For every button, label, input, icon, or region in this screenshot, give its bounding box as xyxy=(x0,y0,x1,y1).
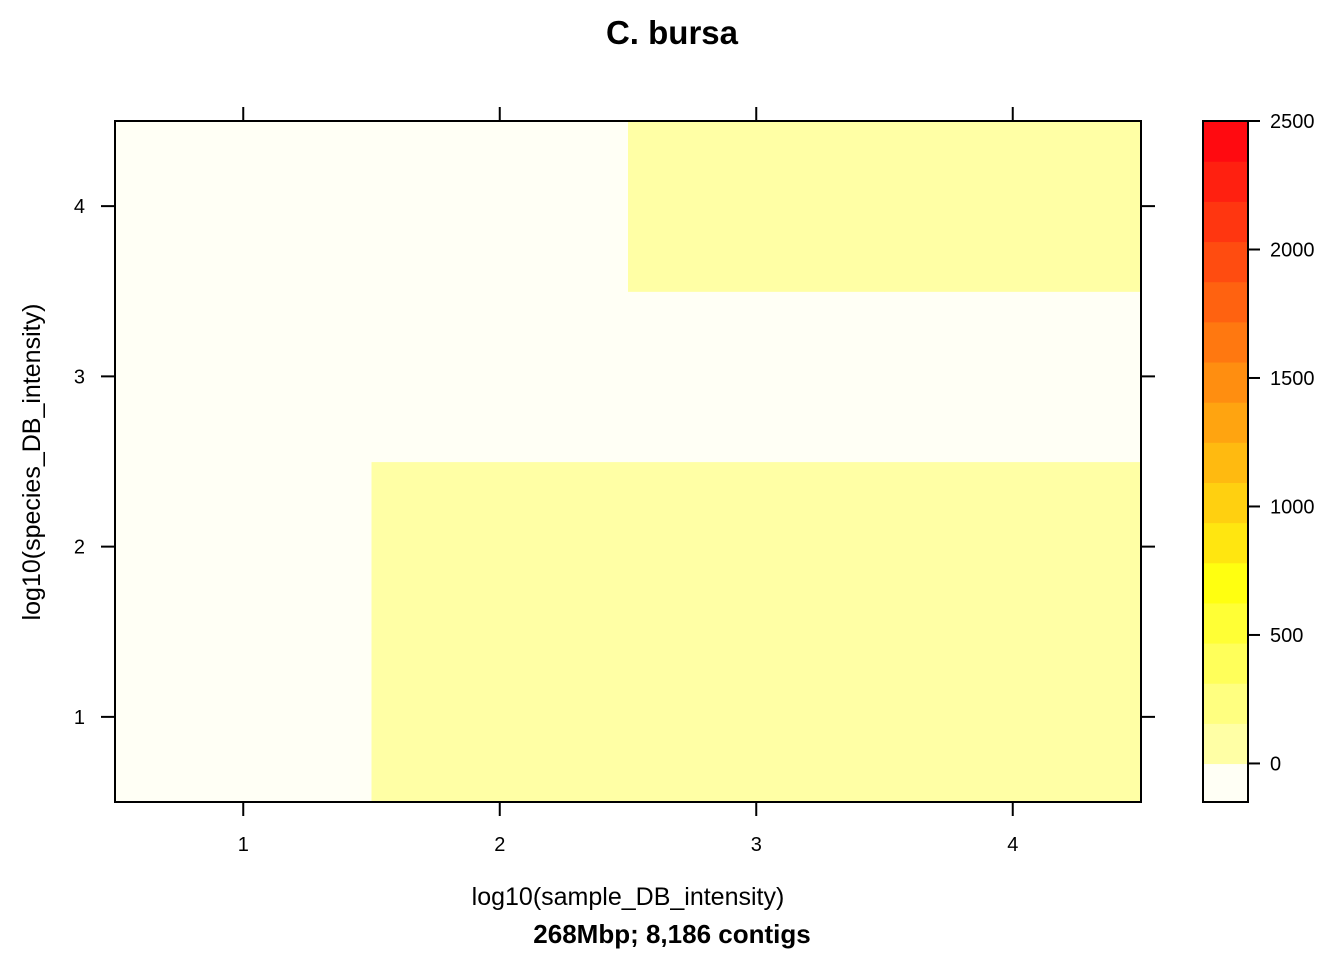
x-axis-label: log10(sample_DB_intensity) xyxy=(472,883,785,911)
chart-subtitle: 268Mbp; 8,186 contigs xyxy=(533,919,810,949)
heatmap-cell xyxy=(371,291,629,463)
y-tick-label: 2 xyxy=(74,537,85,559)
colorbar-segment xyxy=(1203,683,1248,724)
colorbar-tick-label: 2000 xyxy=(1270,239,1315,261)
heatmap-cell xyxy=(115,291,373,463)
heatmap-cell xyxy=(884,631,1142,803)
colorbar-segment xyxy=(1203,482,1248,524)
colorbar-segment xyxy=(1203,281,1248,323)
x-tick-label: 2 xyxy=(494,834,505,856)
heatmap-cell xyxy=(884,121,1142,292)
colorbar-segment xyxy=(1203,321,1248,363)
colorbar-tick-label: 2500 xyxy=(1270,111,1315,133)
y-tick-label: 4 xyxy=(74,196,85,218)
heatmap-cell xyxy=(884,291,1142,463)
colorbar-segment xyxy=(1203,402,1248,443)
colorbar-frame xyxy=(1202,120,1249,803)
colorbar-tick-label: 0 xyxy=(1270,753,1281,775)
colorbar-segment xyxy=(1203,723,1248,765)
heatmap-cell xyxy=(628,291,886,463)
heatmap-cell xyxy=(371,121,629,292)
colorbar-tick-label: 1500 xyxy=(1270,368,1315,390)
heatmap-cell xyxy=(115,461,373,633)
chart-title: C. bursa xyxy=(606,14,739,51)
heatmap-cell xyxy=(628,461,886,633)
colorbar-segment xyxy=(1203,241,1248,283)
colorbar-segment xyxy=(1203,121,1248,162)
heatmap-cell xyxy=(371,461,629,633)
x-tick-label: 4 xyxy=(1007,834,1018,856)
y-axis-label: log10(species_DB_intensity) xyxy=(18,304,46,621)
colorbar-segment xyxy=(1203,763,1248,803)
colorbar-segment xyxy=(1203,161,1248,202)
plot-frame xyxy=(114,120,1142,803)
colorbar-segment xyxy=(1203,361,1248,403)
heatmap-cell xyxy=(115,631,373,803)
heatmap-cell xyxy=(371,631,629,803)
heatmap-cell xyxy=(628,631,886,803)
heatmap-cell xyxy=(628,121,886,292)
axis-ticks: 1 2 3 4 1 2 3 4 xyxy=(74,107,1155,856)
colorbar-segment xyxy=(1203,642,1248,684)
colorbar-segment xyxy=(1203,442,1248,483)
colorbar-segment xyxy=(1203,562,1248,604)
x-tick-label: 3 xyxy=(751,834,762,856)
y-tick-label: 1 xyxy=(74,707,85,729)
colorbar-tick-label: 1000 xyxy=(1270,496,1315,518)
heatmap-cells xyxy=(115,121,1142,803)
x-tick-label: 1 xyxy=(238,834,249,856)
colorbar-segment xyxy=(1203,602,1248,644)
heatmap-cell xyxy=(115,121,373,292)
colorbar-tick-label: 500 xyxy=(1270,625,1303,647)
colorbar-segment xyxy=(1203,522,1248,564)
y-tick-label: 3 xyxy=(74,366,85,388)
colorbar: 0 500 1000 1500 2000 2500 xyxy=(1203,111,1315,803)
heatmap-cell xyxy=(884,461,1142,633)
colorbar-segment xyxy=(1203,201,1248,243)
